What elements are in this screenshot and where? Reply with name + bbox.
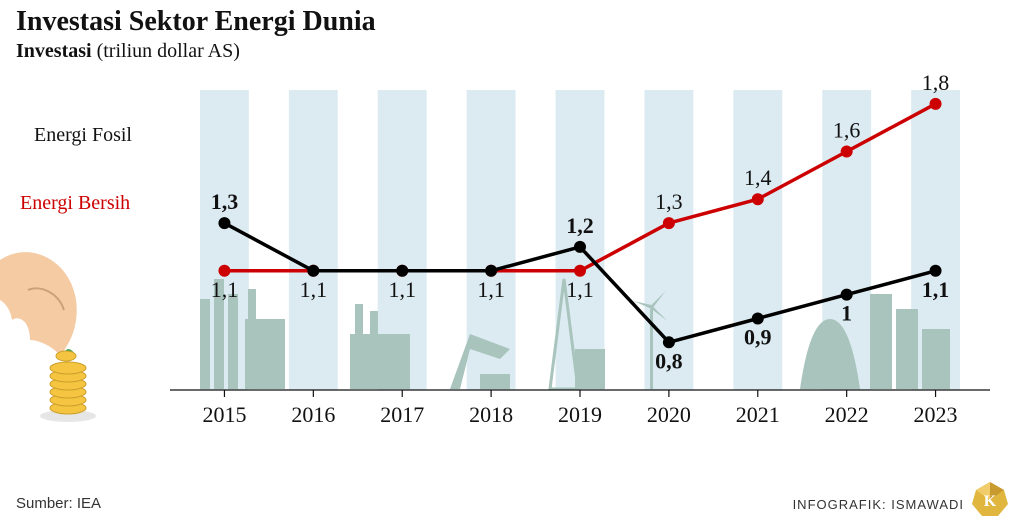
subtitle-rest: (triliun dollar AS) — [92, 40, 240, 62]
value-label-bersih: 1,1 — [388, 277, 416, 302]
value-label-fosil: 1 — [841, 301, 852, 326]
series-marker — [218, 217, 230, 229]
x-tick-label: 2018 — [469, 402, 513, 427]
series-marker — [663, 336, 675, 348]
value-label-bersih: 1,3 — [655, 189, 683, 214]
x-tick-label: 2022 — [825, 402, 869, 427]
value-label-bersih: 1,1 — [211, 277, 239, 302]
value-label-bersih: 1,1 — [566, 277, 594, 302]
x-tick-label: 2020 — [647, 402, 691, 427]
publisher-logo-icon: K — [970, 480, 1010, 520]
value-label-bersih: 1,4 — [744, 165, 772, 190]
bg-bar — [289, 90, 338, 390]
value-label-bersih: 1,1 — [477, 277, 505, 302]
series-marker — [574, 265, 586, 277]
series-marker — [663, 217, 675, 229]
series-marker — [930, 98, 942, 110]
x-tick-label: 2019 — [558, 402, 602, 427]
series-marker — [841, 146, 853, 158]
series-marker — [485, 265, 497, 277]
series-marker — [752, 193, 764, 205]
value-label-fosil: 0,8 — [655, 348, 683, 373]
legend-bersih: Energi Bersih — [20, 192, 130, 215]
credit: INFOGRAFIK: ISMAWADI — [793, 497, 964, 512]
subtitle-bold: Investasi — [16, 40, 92, 62]
chart-subtitle: Investasi (triliun dollar AS) — [16, 40, 240, 63]
svg-text:K: K — [984, 493, 997, 510]
value-label-bersih: 1,8 — [922, 70, 950, 95]
hand-coins-icon — [0, 230, 150, 430]
value-label-fosil: 0,9 — [744, 324, 772, 349]
bg-bar — [556, 90, 605, 390]
x-tick-label: 2021 — [736, 402, 780, 427]
x-tick-label: 2017 — [380, 402, 424, 427]
value-label-bersih: 1,1 — [300, 277, 328, 302]
source-label: Sumber: IEA — [16, 495, 101, 512]
x-tick-label: 2016 — [291, 402, 335, 427]
source-prefix: Sumber: — [16, 495, 77, 512]
chart-svg: 2015 2016 2017 2018 2019 2020 2021 2022 2023 1,3 1… — [160, 70, 1000, 450]
series-marker — [574, 241, 586, 253]
line-chart: 2015 2016 2017 2018 2019 2020 2021 2022 2023 1,3 1… — [160, 70, 1000, 450]
series-marker — [307, 265, 319, 277]
series-marker — [752, 312, 764, 324]
series-marker — [396, 265, 408, 277]
value-label-fosil: 1,2 — [566, 213, 594, 238]
value-label-fosil: 1,1 — [922, 277, 950, 302]
legend-fosil: Energi Fosil — [34, 124, 132, 147]
value-label-bersih: 1,6 — [833, 118, 861, 143]
series-marker — [841, 289, 853, 301]
x-tick-label: 2015 — [202, 402, 246, 427]
value-label-fosil: 1,3 — [211, 189, 239, 214]
x-tick-label: 2023 — [914, 402, 958, 427]
source-value: IEA — [77, 495, 101, 512]
chart-title: Investasi Sektor Energi Dunia — [16, 6, 376, 38]
series-marker — [930, 265, 942, 277]
series-marker — [218, 265, 230, 277]
